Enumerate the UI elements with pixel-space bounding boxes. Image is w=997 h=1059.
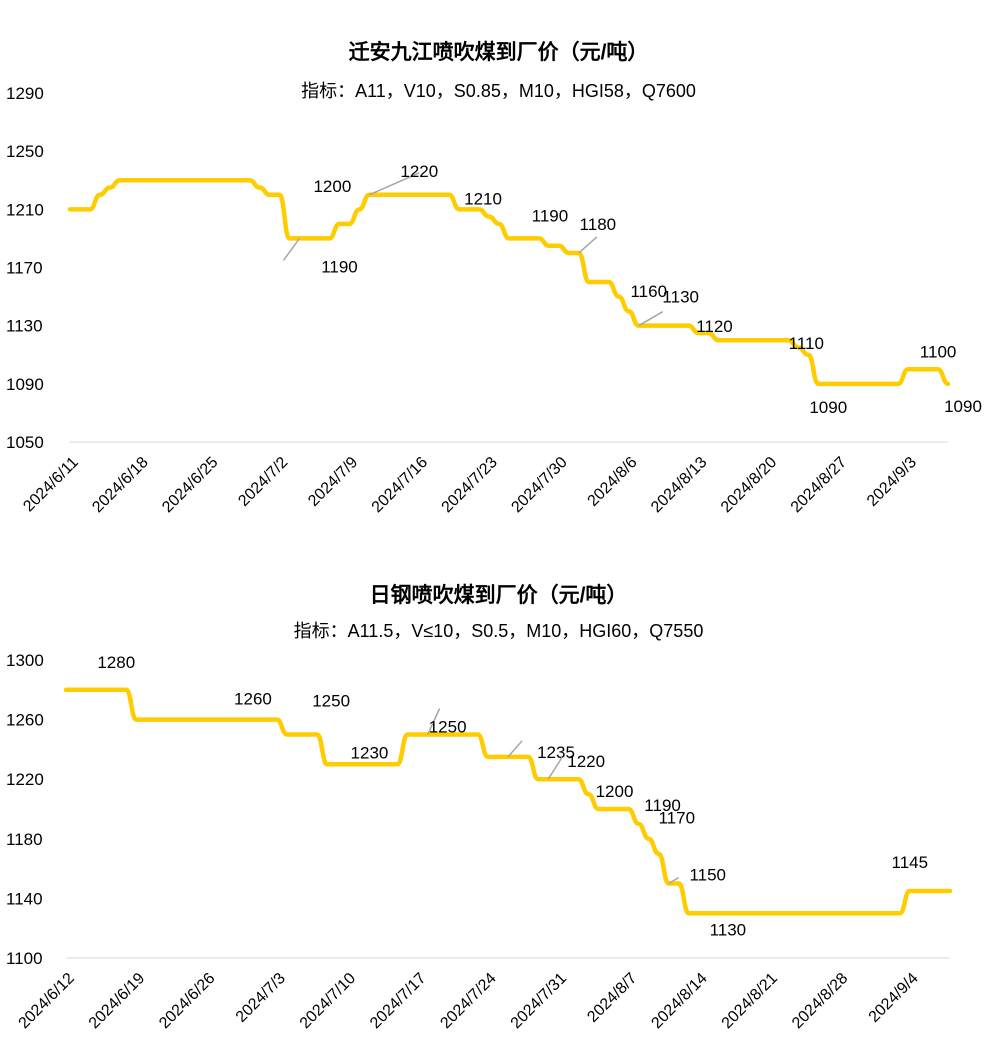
data-label: 1220	[400, 162, 438, 181]
x-tick-label: 2024/6/19	[86, 970, 148, 1032]
annotation-leader-line	[426, 708, 441, 735]
y-tick-label: 1250	[6, 142, 44, 161]
data-label: 1235	[537, 743, 575, 762]
x-tick-label: 2024/7/30	[508, 454, 570, 516]
x-tick-label: 2024/7/3	[233, 970, 289, 1026]
x-tick-label: 2024/6/26	[156, 970, 218, 1032]
data-label: 1110	[789, 334, 824, 353]
chart-subtitle: 指标：A11.5，V≤10，S0.5，M10，HGI60，Q7550	[293, 621, 704, 641]
chart-subtitle: 指标：A11，V10，S0.85，M10，HGI58，Q7600	[301, 81, 696, 101]
data-label: 1160	[630, 282, 667, 301]
annotation-leader-line	[668, 876, 680, 885]
data-label: 1190	[532, 206, 569, 225]
data-label: 1220	[567, 752, 605, 771]
data-label: 1200	[313, 177, 351, 196]
x-tick-label: 2024/7/2	[235, 454, 291, 510]
data-label: 1130	[662, 288, 699, 307]
y-tick-label: 1170	[6, 259, 43, 278]
x-tick-label: 2024/7/9	[305, 454, 361, 510]
x-tick-label: 2024/8/6	[585, 454, 641, 510]
chart-title: 迁安九江喷吹煤到厂价（元/吨）	[348, 41, 649, 64]
data-label: 1170	[658, 809, 695, 828]
x-tick-label: 2024/8/27	[788, 454, 850, 516]
annotation-leader-line	[578, 236, 598, 254]
price-series-line	[63, 687, 953, 916]
x-tick-label: 2024/8/13	[648, 454, 710, 516]
data-label: 1260	[234, 690, 272, 709]
x-tick-label: 2024/7/17	[367, 970, 429, 1032]
data-label: 1100	[920, 342, 957, 361]
annotation-leader-line	[282, 237, 301, 261]
data-label: 1200	[596, 782, 634, 801]
data-label: 1180	[580, 215, 617, 234]
y-tick-label: 1140	[6, 889, 43, 908]
y-tick-label: 1260	[6, 711, 44, 730]
x-tick-label: 2024/6/11	[20, 454, 82, 516]
x-tick-label: 2024/7/16	[369, 454, 431, 516]
y-tick-label: 1290	[6, 84, 44, 103]
data-label: 1280	[97, 653, 135, 672]
data-label: 1145	[892, 853, 929, 872]
annotation-leader-line	[369, 172, 420, 196]
x-tick-label: 2024/8/7	[584, 970, 640, 1026]
chart-title: 日钢喷吹煤到厂价（元/吨）	[369, 584, 628, 607]
x-tick-label: 2024/8/28	[789, 970, 851, 1032]
annotation-leader-line	[547, 756, 563, 780]
x-tick-label: 2024/7/23	[439, 454, 501, 516]
data-label: 1120	[696, 317, 733, 336]
data-label: 1190	[321, 257, 358, 276]
x-tick-label: 2024/6/18	[89, 454, 151, 516]
y-tick-label: 1220	[6, 770, 44, 789]
chart-qianan: 迁安九江喷吹煤到厂价（元/吨） 指标：A11，V10，S0.85，M10，HGI…	[6, 41, 982, 516]
x-tick-label: 2024/9/4	[866, 970, 922, 1026]
x-tick-label: 2024/9/3	[864, 454, 920, 510]
data-label: 1210	[464, 189, 502, 208]
data-label: 1250	[312, 692, 350, 711]
data-label: 1090	[944, 397, 982, 416]
x-tick-label: 2024/7/24	[437, 970, 499, 1032]
price-series-line	[67, 178, 951, 387]
y-tick-label: 1090	[6, 375, 44, 394]
x-tick-label: 2024/7/10	[297, 970, 359, 1032]
x-tick-label: 2024/8/20	[718, 454, 780, 516]
chart-rigang: 日钢喷吹煤到厂价（元/吨） 指标：A11.5，V≤10，S0.5，M10，HGI…	[0, 545, 997, 1059]
annotation-leader-line	[638, 311, 664, 327]
x-tick-label: 2024/7/31	[508, 970, 570, 1032]
data-label: 1230	[351, 743, 389, 762]
x-tick-label: 2024/8/14	[648, 970, 710, 1032]
y-tick-label: 1300	[6, 651, 44, 670]
x-tick-label: 2024/6/25	[159, 454, 221, 516]
annotation-leader-line	[507, 740, 523, 758]
y-tick-label: 1050	[6, 433, 44, 452]
y-tick-label: 1180	[6, 830, 43, 849]
x-tick-label: 2024/6/12	[16, 970, 78, 1032]
data-label: 1090	[809, 398, 847, 417]
y-tick-label: 1130	[6, 317, 43, 336]
y-tick-label: 1210	[6, 200, 44, 219]
y-tick-label: 1100	[6, 949, 43, 968]
x-tick-label: 2024/8/21	[719, 970, 781, 1032]
data-label: 1190	[644, 796, 681, 815]
data-label: 1150	[689, 866, 726, 885]
data-label: 1250	[429, 718, 467, 737]
data-label: 1130	[710, 920, 747, 939]
